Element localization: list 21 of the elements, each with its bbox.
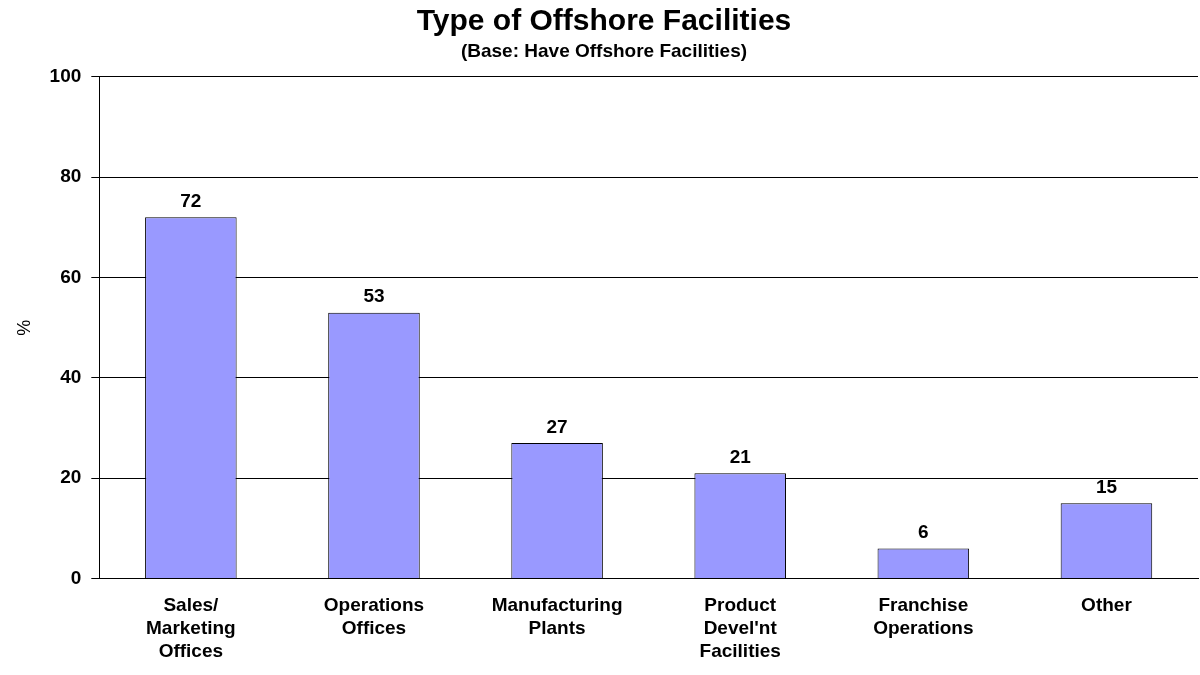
y-tick-label: 80: [60, 165, 82, 187]
chart-title: Type of Offshore Facilities: [416, 3, 792, 37]
data-label: 21: [729, 445, 752, 467]
data-label: 72: [180, 190, 202, 212]
y-tick-label: 40: [60, 366, 82, 388]
y-tick-label: 20: [60, 466, 82, 488]
x-tick-label: Product Devel'nt Facilities: [699, 594, 781, 661]
x-tick-label: Operations Offices: [323, 594, 425, 639]
y-axis-title: %: [13, 319, 34, 336]
x-tick-label: Manufacturing Plants: [491, 594, 623, 639]
data-label: 53: [363, 285, 385, 307]
x-tick-label: Franchise Operations: [873, 594, 974, 639]
chart-subtitle: (Base: Have Offshore Facilities): [460, 39, 748, 61]
x-tick-label: Other: [1081, 594, 1133, 616]
data-label: 15: [1095, 476, 1118, 498]
x-tick-label: Sales/ Marketing Offices: [145, 594, 236, 661]
data-label: 27: [546, 415, 568, 437]
data-label: 6: [918, 521, 929, 543]
y-tick-label: 100: [49, 65, 82, 87]
y-tick-label: 0: [70, 566, 82, 588]
y-tick-label: 60: [60, 265, 82, 287]
